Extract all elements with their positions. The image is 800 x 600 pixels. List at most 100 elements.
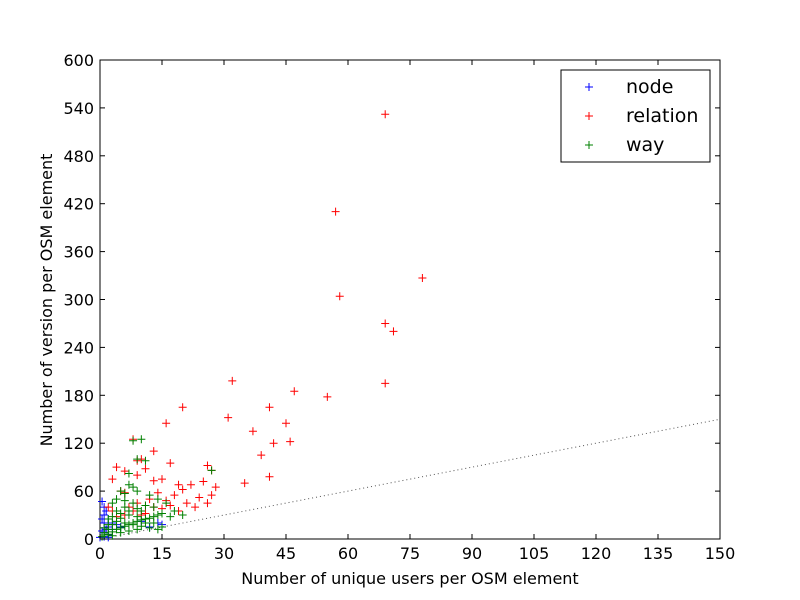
x-tick-label: 135 [643,544,674,563]
data-point [137,435,146,444]
data-point [240,479,249,488]
data-point [153,511,162,520]
x-tick-label: 0 [95,544,105,563]
data-point [158,509,166,518]
data-point [178,485,187,494]
data-point [108,475,117,484]
data-point [323,392,332,401]
data-point [158,523,166,532]
legend-marker-way [585,141,593,149]
data-point [112,463,121,472]
data-point [162,419,171,428]
data-point [120,522,129,531]
y-tick-label: 60 [74,482,94,501]
data-point [290,387,299,396]
data-point [257,451,266,460]
data-point [116,528,125,537]
data-point [137,507,146,516]
data-point [108,531,117,540]
data-point [120,467,129,476]
data-point [124,511,133,520]
y-tick-label: 360 [63,243,94,262]
axis-ticks-layer: 0 15 30 45 60 75 90 105 120 135 150 0 60 120 180 240 300… [63,51,735,563]
data-point [335,292,344,301]
data-point [199,477,208,486]
data-point [129,519,138,528]
y-tick-label: 600 [63,51,94,70]
y-tick-label: 180 [63,386,94,405]
data-point [145,514,154,523]
data-point [141,501,150,510]
data-point [207,466,216,475]
legend-marker-relation [585,112,593,120]
x-tick-label: 90 [462,544,482,563]
data-point [265,472,274,481]
data-point [166,459,175,468]
data-point [191,503,200,512]
data-point [112,525,121,534]
data-point [104,503,113,512]
data-point [133,455,142,464]
data-point [124,480,133,489]
legend-marker-node [585,83,593,91]
legend-label-way: way [626,134,664,156]
data-point [174,480,183,489]
data-point [149,512,158,521]
series-way [98,435,216,541]
data-point [178,511,187,520]
legend-label-relation: relation [626,105,698,127]
data-point [170,491,179,500]
data-point [381,319,390,328]
legend-label-node: node [626,76,673,98]
data-point [158,475,166,484]
x-tick-label: 15 [152,544,172,563]
x-tick-label: 75 [400,544,420,563]
data-point [116,487,125,496]
data-point [166,501,175,510]
data-point [124,527,133,536]
data-point [133,487,142,496]
data-point [211,483,220,492]
x-tick-label: 120 [581,544,612,563]
data-point [112,495,121,504]
data-point [153,525,162,534]
data-point [133,517,142,526]
y-tick-label: 300 [63,291,94,310]
data-point [186,480,195,489]
y-tick-label: 480 [63,147,94,166]
data-point [133,525,142,534]
x-tick-label: 105 [519,544,550,563]
y-tick-label: 120 [63,434,94,453]
data-point [104,520,113,529]
data-point [162,499,171,508]
x-tick-label: 60 [338,544,358,563]
data-point [149,503,158,512]
data-point [129,436,138,445]
data-point [224,413,233,422]
data-points-layer [96,110,427,542]
y-tick-label: 0 [84,530,94,549]
legend: node relation way [560,69,711,163]
x-tick-label: 30 [214,544,234,563]
data-point [207,491,216,500]
y-tick-label: 420 [63,195,94,214]
data-point [153,495,162,504]
data-point [112,507,121,516]
data-point [116,514,125,523]
data-point [108,499,117,508]
x-axis-label: Number of unique users per OSM element [241,569,578,588]
x-tick-label: 150 [705,544,736,563]
data-point [282,419,290,428]
data-point [203,461,212,470]
data-point [203,499,212,508]
data-point [141,456,150,465]
data-point [286,437,295,446]
data-point [104,530,113,539]
data-point [381,379,390,388]
data-point [100,511,109,520]
y-axis-label: Number of version per OSM element [37,154,56,447]
data-point [149,476,158,485]
data-point [137,515,146,524]
x-tick-label: 45 [276,544,296,563]
